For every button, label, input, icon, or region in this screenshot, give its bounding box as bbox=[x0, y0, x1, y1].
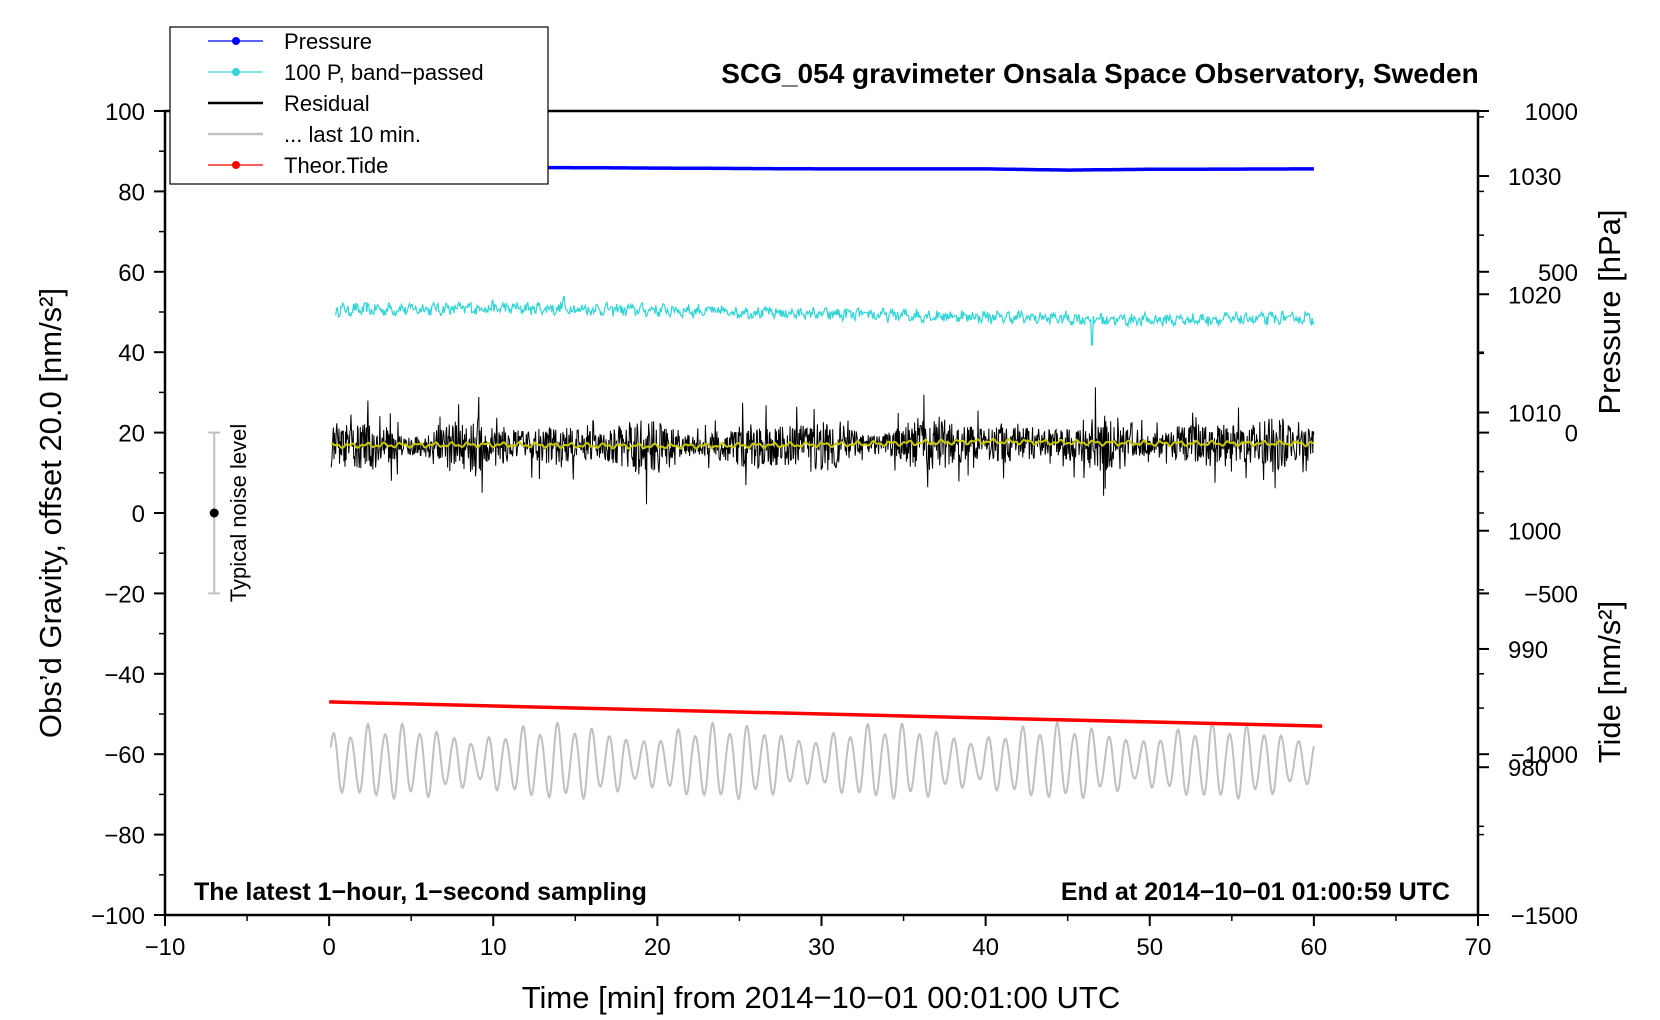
y-tick-label: −40 bbox=[104, 662, 145, 689]
chart-title: SCG_054 gravimeter Onsala Space Observat… bbox=[721, 58, 1478, 89]
y-axis-tide: −1500 −1000 −500 0 500 1000 bbox=[1478, 99, 1578, 930]
y-tick-label: 0 bbox=[132, 501, 145, 528]
noise-bar-center bbox=[209, 508, 219, 518]
tide-tick-label: −1500 bbox=[1511, 903, 1578, 930]
y-tick-label: 80 bbox=[118, 179, 145, 206]
y-tick-label: −20 bbox=[104, 581, 145, 608]
legend-label: Pressure bbox=[284, 29, 372, 54]
legend-marker bbox=[232, 161, 240, 169]
x-tick-label: 20 bbox=[644, 934, 671, 961]
x-tick-label: 50 bbox=[1136, 934, 1163, 961]
tide-tick-label: −1000 bbox=[1511, 742, 1578, 769]
y-tick-label: 100 bbox=[105, 99, 145, 126]
series-layer bbox=[329, 165, 1323, 801]
x-tick-label: −10 bbox=[145, 934, 186, 961]
x-tick-label: 70 bbox=[1465, 934, 1492, 961]
x-tick-label: 60 bbox=[1301, 934, 1328, 961]
tide-tick-label: 1000 bbox=[1525, 99, 1578, 126]
pressure-tick-label: 980 bbox=[1508, 755, 1548, 782]
y-tick-label: 60 bbox=[118, 260, 145, 287]
y-axis-pressure-label: Pressure [hPa] bbox=[1592, 209, 1627, 414]
plot-frame bbox=[163, 109, 1480, 917]
x-tick-label: 10 bbox=[480, 934, 507, 961]
y-axis-left-label: Obs’d Gravity, offset 20.0 [nm/s²] bbox=[33, 288, 68, 738]
x-tick-label: 40 bbox=[972, 934, 999, 961]
annotation-right: End at 2014−10−01 01:00:59 UTC bbox=[1061, 878, 1450, 906]
pressure-tick-label: 1000 bbox=[1508, 519, 1561, 546]
tide-tick-label: −500 bbox=[1524, 581, 1578, 608]
y-axis-pressure: 980 990 1000 1010 1020 1030 bbox=[1478, 116, 1561, 828]
y-axis-tide-label: Tide [nm/s²] bbox=[1592, 601, 1627, 764]
y-tick-label: −60 bbox=[104, 742, 145, 769]
legend: Pressure 100 P, band−passed Residual ... la… bbox=[169, 26, 549, 185]
pressure-tick-label: 990 bbox=[1508, 637, 1548, 664]
x-axis: −10 0 10 20 30 40 50 60 70 bbox=[145, 915, 1492, 961]
legend-label: 100 P, band−passed bbox=[284, 60, 484, 85]
series-band-passed bbox=[335, 295, 1315, 347]
y-tick-label: −80 bbox=[104, 823, 145, 850]
x-tick-label: 30 bbox=[808, 934, 835, 961]
legend-marker bbox=[232, 68, 240, 76]
pressure-tick-label: 1030 bbox=[1508, 164, 1561, 191]
y-tick-label: 40 bbox=[118, 340, 145, 367]
legend-label: Theor.Tide bbox=[284, 153, 388, 178]
pressure-tick-label: 1020 bbox=[1508, 282, 1561, 309]
noise-bar-label: Typical noise level bbox=[226, 424, 251, 603]
x-tick-label: 0 bbox=[322, 934, 335, 961]
legend-label: ... last 10 min. bbox=[284, 122, 421, 147]
legend-marker bbox=[232, 37, 240, 45]
noise-bar: Typical noise level bbox=[208, 424, 251, 603]
y-tick-label: 20 bbox=[118, 421, 145, 448]
series-last-10-min bbox=[329, 721, 1315, 801]
y-axis-left: −100 −80 −60 −40 −20 0 20 40 60 80 100 bbox=[91, 99, 165, 930]
series-residual bbox=[330, 387, 1315, 505]
legend-box bbox=[169, 26, 549, 185]
annotation-left: The latest 1−hour, 1−second sampling bbox=[194, 878, 647, 906]
series-residual-smoothed bbox=[330, 437, 1314, 450]
x-axis-label: Time [min] from 2014−10−01 00:01:00 UTC bbox=[522, 980, 1121, 1015]
series-theor-tide bbox=[329, 700, 1323, 728]
tide-tick-label: 0 bbox=[1565, 421, 1578, 448]
legend-label: Residual bbox=[284, 91, 370, 116]
tide-tick-label: 500 bbox=[1538, 260, 1578, 287]
y-tick-label: −100 bbox=[91, 903, 145, 930]
pressure-tick-label: 1010 bbox=[1508, 401, 1561, 428]
